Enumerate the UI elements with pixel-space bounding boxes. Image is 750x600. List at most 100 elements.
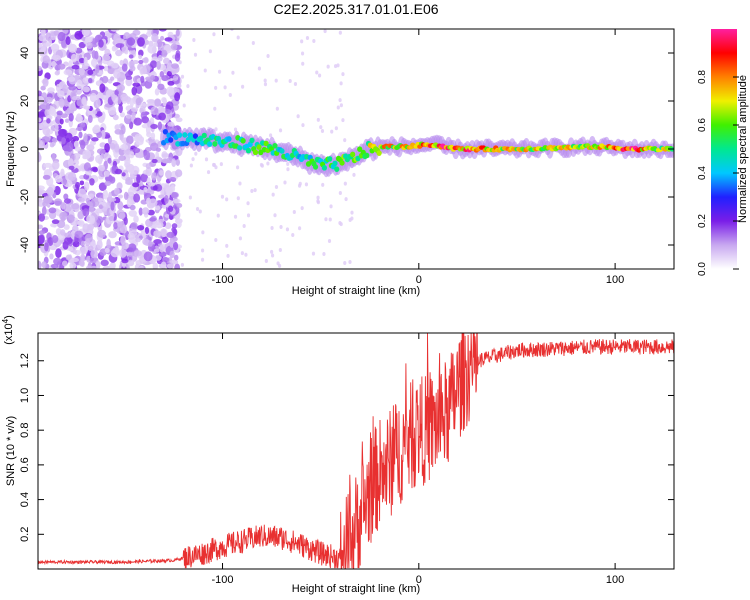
noise-blob [84, 238, 91, 247]
noise-blob [167, 121, 175, 127]
noise-blob [50, 43, 60, 52]
noise-blob [38, 95, 45, 105]
noise-blob [80, 253, 85, 263]
noise-speckle [300, 39, 304, 44]
noise-blob [135, 97, 142, 106]
spectrogram-ytick-label: -40 [19, 237, 31, 253]
noise-blob [90, 58, 98, 68]
noise-blob [173, 198, 181, 204]
noise-speckle [180, 74, 185, 79]
noise-blob [166, 101, 174, 110]
noise-blob [71, 203, 80, 210]
noise-blob [98, 39, 104, 48]
noise-blob [175, 29, 180, 37]
snr-ytick-label: 0.8 [19, 423, 31, 438]
noise-speckle [223, 85, 227, 90]
ridge-point [263, 140, 269, 147]
noise-blob [113, 187, 120, 196]
noise-blob [150, 132, 156, 140]
noise-blob [91, 50, 97, 59]
noise-speckle [343, 261, 347, 266]
noise-blob [64, 236, 73, 245]
noise-blob [38, 65, 43, 72]
noise-speckle [301, 61, 305, 66]
noise-blob [78, 67, 85, 76]
noise-blob [38, 230, 46, 235]
noise-speckle [278, 248, 282, 253]
colorbar-tick-label: 0.6 [697, 118, 708, 132]
noise-blob [81, 96, 87, 106]
noise-blob [127, 243, 137, 252]
noise-blob [89, 92, 97, 103]
colorbar: 0.0 0.2 0.4 0.6 0.8 Normalized spectral ampl… [697, 29, 749, 276]
noise-blob [60, 38, 67, 48]
noise-blob [44, 195, 53, 204]
noise-speckle [297, 226, 302, 231]
colorbar-tick-label: 0.4 [697, 166, 708, 180]
noise-blob [145, 163, 151, 170]
noise-blob [144, 226, 150, 234]
colorbar-label: Normalized spectral amplitude [737, 75, 749, 223]
noise-blob [121, 63, 128, 72]
noise-speckle [311, 251, 316, 256]
noise-blob [74, 230, 84, 239]
noise-speckle [285, 227, 290, 232]
noise-speckle [216, 213, 220, 218]
noise-blob [139, 265, 144, 269]
noise-blob [47, 87, 55, 93]
noise-blob [141, 207, 150, 215]
noise-blob [55, 228, 62, 236]
noise-blob [153, 230, 161, 238]
noise-blob [173, 241, 179, 251]
noise-blob [86, 42, 93, 49]
noise-blob [99, 83, 106, 93]
noise-blob [124, 157, 131, 166]
noise-speckle [278, 128, 283, 133]
noise-blob [89, 215, 96, 225]
noise-speckle [203, 68, 207, 73]
noise-blob [170, 191, 179, 199]
noise-blob [67, 214, 75, 224]
noise-speckle [257, 66, 262, 71]
noise-blob [129, 204, 136, 211]
noise-blob [135, 237, 141, 243]
noise-blob [130, 222, 138, 230]
noise-blob [167, 80, 175, 86]
noise-blob [110, 249, 120, 258]
noise-blob [55, 248, 62, 259]
noise-speckle [238, 236, 243, 241]
noise-blob [41, 136, 50, 143]
noise-blob [151, 158, 158, 164]
noise-blob [164, 37, 173, 42]
noise-speckle [296, 114, 300, 119]
noise-blob [126, 251, 135, 257]
noise-blob [89, 178, 95, 186]
noise-speckle [236, 196, 240, 201]
noise-blob [143, 187, 148, 193]
noise-blob [138, 190, 145, 195]
noise-blob [101, 75, 109, 84]
noise-speckle [323, 29, 327, 34]
noise-blob [38, 234, 45, 245]
noise-blob [65, 141, 74, 152]
noise-speckle [327, 239, 332, 244]
noise-blob [51, 60, 57, 68]
ridge-point [350, 151, 356, 158]
noise-speckle [275, 106, 279, 111]
noise-blob [174, 92, 181, 102]
noise-blob [100, 259, 109, 267]
ridge-point [334, 166, 340, 172]
noise-blob [120, 235, 126, 245]
noise-blob [100, 129, 106, 140]
noise-blob [42, 201, 48, 207]
noise-speckle [321, 182, 325, 187]
noise-speckle [338, 98, 342, 103]
noise-blob [63, 198, 72, 204]
noise-blob [87, 223, 95, 231]
noise-blob [53, 257, 62, 266]
noise-blob [125, 75, 133, 81]
noise-blob [97, 59, 103, 66]
noise-blob [99, 164, 106, 172]
noise-blob [173, 254, 179, 261]
noise-blob [38, 260, 42, 269]
